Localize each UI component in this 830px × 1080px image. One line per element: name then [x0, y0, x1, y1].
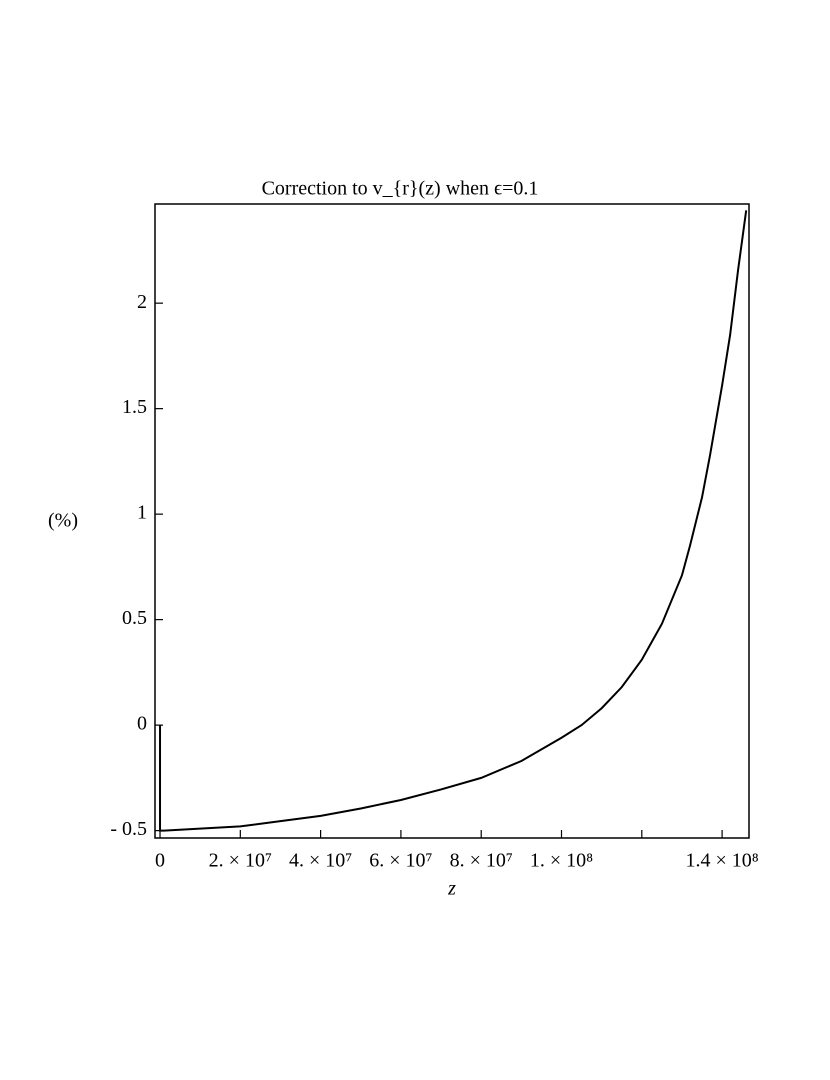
y-tick-label: 2	[137, 291, 147, 313]
x-tick-label: 1. × 10⁸	[530, 850, 593, 872]
y-axis-label: (%)	[48, 510, 78, 532]
line-series	[159, 210, 748, 832]
x-tick-label: 1.4 × 10⁸	[685, 850, 758, 872]
chart-title: Correction to v_{r}(z) when ϵ=0.1	[262, 178, 539, 200]
y-tick-label: 0	[137, 713, 147, 735]
x-tick-label: 8. × 10⁷	[450, 850, 513, 872]
y-tick-label: - 0.5	[110, 818, 147, 840]
x-tick-label: 2. × 10⁷	[209, 850, 272, 872]
y-tick-label: 1.5	[122, 396, 147, 418]
x-tick-label: 0	[155, 850, 165, 872]
x-tick-label: 4. × 10⁷	[289, 850, 352, 872]
x-axis-label: z	[447, 878, 456, 900]
y-tick-label: 1	[137, 502, 147, 524]
x-tick-label: 6. × 10⁷	[369, 850, 432, 872]
y-tick-label: 0.5	[122, 607, 147, 629]
plot-frame	[154, 203, 750, 839]
